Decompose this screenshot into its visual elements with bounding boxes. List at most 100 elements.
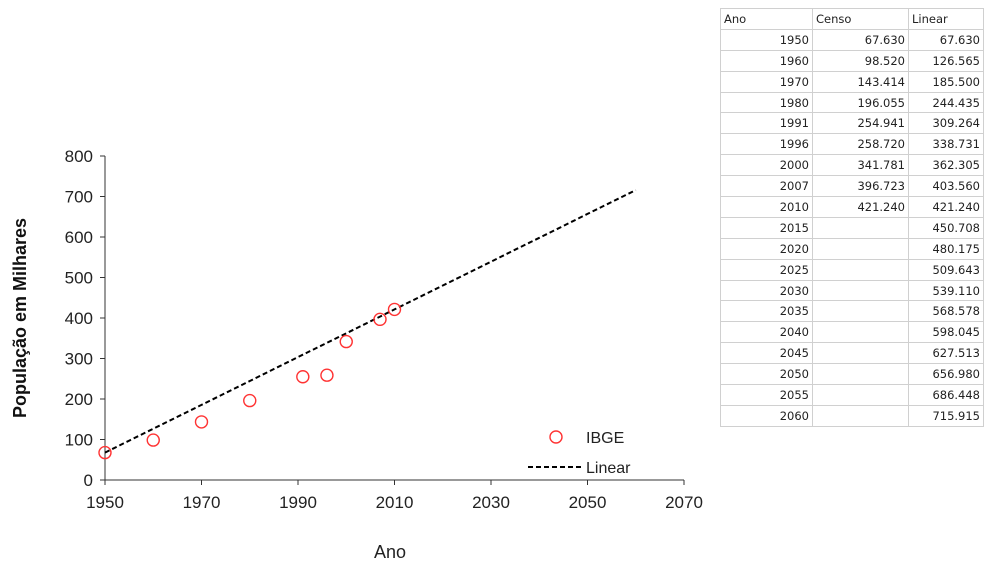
chart-tick-labels: 1950 1970 1990 2010 2030 2050 2070 0 100 200 300 40… [65,147,703,512]
linear-trend-line [104,189,637,454]
legend-marker-ibge [549,430,563,444]
cell-ano: 2025 [720,258,813,281]
header-censo: Censo [812,8,909,30]
cell-censo: 258.720 [812,133,909,156]
cell-censo: 67.630 [812,28,909,51]
table-row: 2007 396.723 403.560 [720,175,984,198]
x-tick-label: 2050 [569,493,607,512]
table-row: 1970 143.414 185.500 [720,70,984,93]
table-row: 2000 341.781 362.305 [720,154,984,177]
x-tick-label: 2030 [472,493,510,512]
population-chart: 1950 1970 1990 2010 2030 2050 2070 0 100 200 300 40… [10,147,703,562]
x-tick-label: 1950 [86,493,124,512]
cell-censo [812,216,909,239]
table-row: 2060 715.915 [720,404,984,427]
cell-censo [812,384,909,406]
ibge-data-point [98,445,112,460]
x-tick-label: 1970 [183,493,221,512]
cell-censo: 341.781 [812,154,909,177]
cell-linear: 450.708 [908,216,984,239]
cell-linear: 568.578 [908,300,984,323]
cell-ano: 1970 [720,70,813,93]
ibge-data-point [387,302,402,317]
table-row: 1980 196.055 244.435 [720,91,984,114]
y-tick-label: 400 [65,309,93,328]
table-row: 1996 258.720 338.731 [720,133,984,156]
cell-linear: 338.731 [908,133,984,156]
ibge-data-point [296,370,310,384]
table-row: 2040 598.045 [720,321,984,344]
table-row: 2010 421.240 421.240 [720,196,984,218]
legend-label-ibge: IBGE [586,430,624,447]
cell-censo: 421.240 [812,196,909,218]
table-row: 1950 67.630 67.630 [720,28,984,51]
ibge-data-point [373,312,387,327]
x-axis-title: Ano [374,542,406,562]
cell-linear: 509.643 [908,258,984,281]
cell-censo [812,363,909,386]
ibge-data-point [194,415,209,429]
y-tick-label: 200 [65,390,93,409]
ibge-data-point [339,334,353,349]
y-tick-label: 0 [84,471,93,490]
legend-label-linear: Linear [586,460,631,477]
cell-ano: 1960 [720,49,813,72]
cell-linear: 656.980 [908,363,984,386]
ibge-data-point [243,393,257,408]
cell-censo [812,404,909,427]
cell-censo [812,300,909,323]
y-tick-label: 800 [65,147,93,166]
cell-linear: 715.915 [908,404,984,427]
cell-linear: 126.565 [908,49,984,72]
cell-linear: 598.045 [908,321,984,344]
cell-censo: 143.414 [812,70,909,93]
cell-censo [812,279,909,302]
cell-ano: 1991 [720,112,813,135]
table-row: 2020 480.175 [720,237,984,260]
x-tick-label: 1990 [279,493,317,512]
cell-ano: 1980 [720,91,813,114]
table-row: 2050 656.980 [720,363,984,386]
y-tick-label: 600 [65,228,93,247]
cell-ano: 2045 [720,342,813,365]
table-row: 2035 568.578 [720,300,984,323]
cell-ano: 1950 [720,28,813,51]
table-row: 2030 539.110 [720,279,984,302]
cell-linear: 362.305 [908,154,984,177]
table-row: 2045 627.513 [720,342,984,365]
y-tick-label: 700 [65,188,93,207]
cell-ano: 2000 [720,154,813,177]
cell-censo [812,342,909,365]
header-linear: Linear [908,8,984,30]
cell-censo: 196.055 [812,91,909,114]
ibge-data-point [320,368,334,382]
cell-ano: 2060 [720,404,813,427]
y-axis-title: População em Milhares [10,218,30,418]
cell-ano: 2040 [720,321,813,344]
cell-censo [812,321,909,344]
y-tick-label: 300 [65,350,93,369]
header-ano: Ano [720,8,813,30]
table-row: 2015 450.708 [720,216,984,239]
cell-censo: 254.941 [812,112,909,135]
cell-ano: 2015 [720,216,813,239]
cell-linear: 627.513 [908,342,984,365]
cell-censo [812,237,909,260]
cell-linear: 421.240 [908,196,984,218]
table-body: 1950 67.630 67.630 1960 98.520 126.565 1970 143… [720,28,984,427]
data-table: Ano Censo Linear 1950 67.630 67.630 1960 98.… [720,8,984,427]
cell-ano: 1996 [720,133,813,156]
y-tick-label: 500 [65,269,93,288]
cell-linear: 244.435 [908,91,984,114]
table-row: 2025 509.643 [720,258,984,281]
cell-linear: 309.264 [908,112,984,135]
chart-axes [100,155,685,485]
chart-legend: IBGE Linear [528,430,631,477]
cell-ano: 2035 [720,300,813,323]
ibge-data-point [146,433,160,447]
cell-linear: 67.630 [908,28,984,51]
cell-linear: 480.175 [908,237,984,260]
cell-ano: 2050 [720,363,813,386]
table-row: 1991 254.941 309.264 [720,112,984,135]
x-tick-label: 2010 [376,493,414,512]
